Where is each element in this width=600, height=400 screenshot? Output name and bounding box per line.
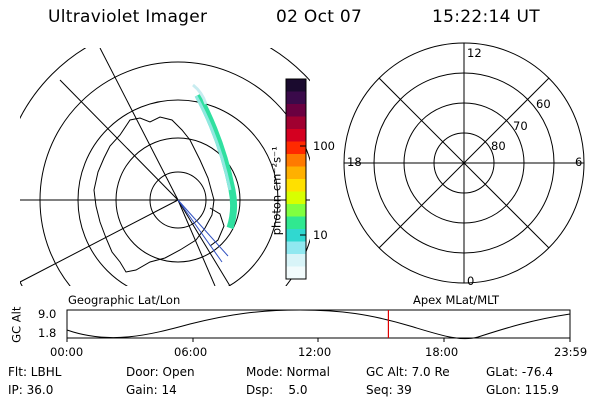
magnetic-polar-grid <box>343 42 585 284</box>
time-label: 15:22:14 UT <box>432 7 540 27</box>
info-ip: IP: 36.0 <box>8 383 54 397</box>
altitude-timeline <box>66 309 571 342</box>
color-bar-segment <box>286 91 306 105</box>
geographic-label: Geographic Lat/Lon <box>68 293 181 307</box>
info-door: Door: Open <box>126 365 195 379</box>
color-bar-segment <box>286 229 306 242</box>
mlt-label-18: 18 <box>347 155 362 169</box>
mlt-label-12: 12 <box>467 46 482 60</box>
timeline-x-tick-0000: 00:00 <box>50 345 84 359</box>
timeline-x-tick-0600: 06:00 <box>174 345 208 359</box>
color-bar-segment <box>286 104 306 117</box>
color-bar-segment <box>286 266 306 280</box>
colorbar-tick-10: 10 <box>313 228 328 242</box>
timeline-y-tick-low: 1.8 <box>38 326 57 340</box>
color-bar-segment <box>286 191 306 205</box>
info-dsp: Dsp: 5.0 <box>246 383 308 397</box>
color-bar-segment <box>286 254 306 267</box>
info-gc-alt: GC Alt: 7.0 Re <box>366 365 450 379</box>
color-bar-segment <box>286 241 306 255</box>
timeline-x-tick-1200: 12:00 <box>298 345 332 359</box>
mlt-label-0: 0 <box>467 274 475 288</box>
color-bar-segment <box>286 129 306 142</box>
info-filter: Flt: LBHL <box>8 365 62 379</box>
mlat-label-80: 80 <box>491 139 506 153</box>
info-glat: GLat: -76.4 <box>486 365 553 379</box>
info-seq: Seq: 39 <box>366 383 412 397</box>
color-bar-segment <box>286 204 306 217</box>
info-mode: Mode: Normal <box>246 365 330 379</box>
color-bar-segment <box>286 79 306 92</box>
color-bar-segment <box>286 179 306 192</box>
apex-label: Apex MLat/MLT <box>413 293 500 307</box>
mlat-label-70: 70 <box>513 119 528 133</box>
colorbar-unit-label: photon cm⁻²s⁻¹ <box>269 146 284 236</box>
date-label: 02 Oct 07 <box>276 7 363 27</box>
instrument-title: Ultraviolet Imager <box>48 7 208 27</box>
mlat-label-60: 60 <box>536 97 551 111</box>
color-bar-segment <box>286 116 306 130</box>
color-bar-segment <box>286 141 306 155</box>
color-bar-segment <box>286 166 306 180</box>
mlt-label-6: 6 <box>575 155 583 169</box>
info-gain: Gain: 14 <box>126 383 177 397</box>
timeline-y-label: GC Alt <box>9 306 24 343</box>
timeline-x-tick-1800: 18:00 <box>425 345 459 359</box>
color-bar-segment <box>286 154 306 167</box>
color-bar <box>286 79 306 280</box>
timeline-y-tick-high: 9.0 <box>38 307 57 321</box>
colorbar-tick-100: 100 <box>313 139 335 153</box>
timeline-x-tick-2359: 23:59 <box>554 345 588 359</box>
info-glon: GLon: 115.9 <box>486 383 559 397</box>
color-bar-segment <box>286 216 306 230</box>
